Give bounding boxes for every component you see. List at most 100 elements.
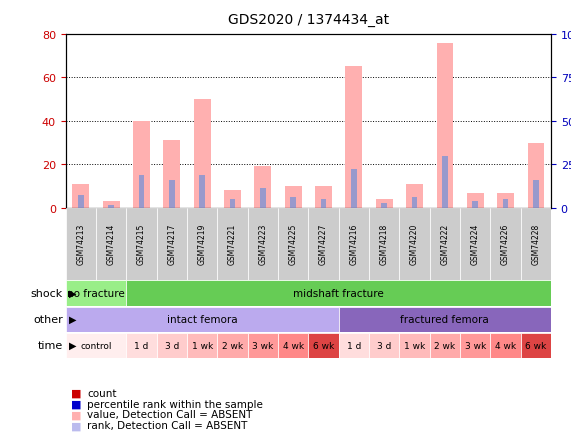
Bar — [187, 333, 218, 358]
Bar — [430, 208, 460, 280]
Bar — [490, 333, 521, 358]
Text: GSM74213: GSM74213 — [77, 224, 85, 265]
Text: value, Detection Call = ABSENT: value, Detection Call = ABSENT — [87, 410, 253, 419]
Text: no fracture: no fracture — [67, 289, 125, 298]
Bar — [224, 191, 241, 208]
Text: GSM74225: GSM74225 — [289, 224, 297, 265]
Bar — [156, 208, 187, 280]
Text: 2 wk: 2 wk — [435, 341, 456, 350]
Bar — [490, 208, 521, 280]
Bar — [315, 187, 332, 208]
Bar — [199, 176, 205, 208]
Bar — [103, 202, 119, 208]
Bar — [503, 200, 508, 208]
Text: rank, Detection Call = ABSENT: rank, Detection Call = ABSENT — [87, 421, 248, 430]
Text: shock: shock — [31, 289, 63, 298]
Text: 3 d: 3 d — [164, 341, 179, 350]
Bar — [436, 43, 453, 208]
Bar — [406, 184, 423, 208]
Bar — [345, 67, 362, 208]
Bar — [521, 333, 551, 358]
Text: 6 wk: 6 wk — [313, 341, 334, 350]
Bar — [339, 333, 369, 358]
Text: GDS2020 / 1374434_at: GDS2020 / 1374434_at — [228, 13, 389, 27]
Bar — [381, 204, 387, 208]
Bar — [133, 122, 150, 208]
Text: GSM74217: GSM74217 — [167, 224, 176, 265]
Text: fractured femora: fractured femora — [400, 315, 489, 324]
Text: 1 wk: 1 wk — [404, 341, 425, 350]
Text: GSM74224: GSM74224 — [471, 224, 480, 265]
Text: GSM74220: GSM74220 — [410, 224, 419, 265]
Bar — [533, 180, 538, 208]
Bar — [66, 208, 96, 280]
Text: GSM74222: GSM74222 — [440, 224, 449, 265]
Text: ▶: ▶ — [69, 341, 76, 350]
Bar — [285, 187, 301, 208]
Bar — [126, 333, 156, 358]
Bar — [399, 333, 430, 358]
Bar — [248, 208, 278, 280]
Text: GSM74216: GSM74216 — [349, 224, 359, 265]
Text: GSM74228: GSM74228 — [532, 224, 540, 265]
Bar — [291, 197, 296, 208]
Bar — [218, 208, 248, 280]
Text: 1 wk: 1 wk — [191, 341, 213, 350]
Text: 4 wk: 4 wk — [495, 341, 516, 350]
Bar — [430, 333, 460, 358]
Text: 1 d: 1 d — [347, 341, 361, 350]
Bar — [255, 167, 271, 208]
Bar — [460, 333, 490, 358]
Bar — [339, 208, 369, 280]
Bar — [194, 100, 211, 208]
Bar — [472, 202, 478, 208]
Text: percentile rank within the sample: percentile rank within the sample — [87, 399, 263, 408]
Bar — [96, 208, 126, 280]
Bar — [73, 184, 89, 208]
Bar — [139, 176, 144, 208]
Bar — [339, 307, 551, 332]
Bar — [156, 333, 187, 358]
Bar — [497, 193, 514, 208]
Text: GSM74227: GSM74227 — [319, 224, 328, 265]
Bar — [66, 307, 339, 332]
Text: time: time — [38, 341, 63, 350]
Text: GSM74226: GSM74226 — [501, 224, 510, 265]
Text: GSM74215: GSM74215 — [137, 224, 146, 265]
Bar — [218, 333, 248, 358]
Text: control: control — [81, 341, 112, 350]
Bar — [163, 141, 180, 208]
Text: 2 wk: 2 wk — [222, 341, 243, 350]
Bar — [248, 333, 278, 358]
Text: GSM74214: GSM74214 — [107, 224, 116, 265]
Text: count: count — [87, 388, 117, 398]
Bar — [126, 208, 156, 280]
Text: 3 d: 3 d — [377, 341, 391, 350]
Bar — [369, 208, 399, 280]
Text: GSM74219: GSM74219 — [198, 224, 207, 265]
Bar — [169, 180, 175, 208]
Bar — [460, 208, 490, 280]
Text: GSM74223: GSM74223 — [258, 224, 267, 265]
Bar — [66, 333, 126, 358]
Bar — [442, 156, 448, 208]
Bar — [308, 333, 339, 358]
Text: ■: ■ — [71, 388, 82, 398]
Bar — [528, 143, 544, 208]
Text: ■: ■ — [71, 410, 82, 419]
Bar — [467, 193, 484, 208]
Text: 1 d: 1 d — [134, 341, 148, 350]
Text: ■: ■ — [71, 421, 82, 430]
Text: 6 wk: 6 wk — [525, 341, 546, 350]
Bar — [187, 208, 218, 280]
Bar — [308, 208, 339, 280]
Bar — [66, 281, 126, 306]
Bar — [108, 205, 114, 208]
Text: midshaft fracture: midshaft fracture — [293, 289, 384, 298]
Text: 3 wk: 3 wk — [465, 341, 486, 350]
Bar — [399, 208, 430, 280]
Bar — [376, 200, 392, 208]
Bar — [351, 169, 356, 208]
Bar — [412, 197, 417, 208]
Text: ■: ■ — [71, 399, 82, 408]
